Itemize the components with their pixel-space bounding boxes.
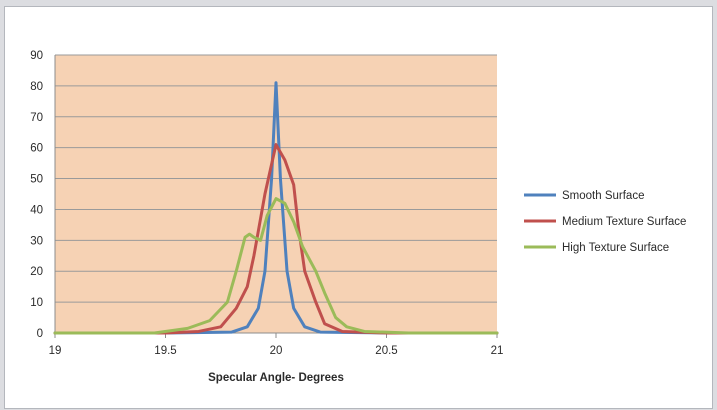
chart-panel: 0 10 20 30 40 50 60 70 80 90 19 19.5 20 20.5 21 Specula… xyxy=(4,6,713,409)
legend-label: Medium Texture Surface xyxy=(562,216,686,228)
y-tick-label: 80 xyxy=(30,81,43,93)
y-tick-label: 0 xyxy=(37,328,43,340)
series-line-smooth-surface xyxy=(53,81,499,335)
y-tick-label: 90 xyxy=(30,50,43,62)
x-tick-label: 21 xyxy=(491,345,504,357)
legend-label: Smooth Surface xyxy=(562,190,644,202)
x-axis-title: Specular Angle- Degrees xyxy=(208,372,344,384)
y-tick-label: 40 xyxy=(30,204,43,216)
x-tick-label: 19.5 xyxy=(154,345,176,357)
y-tick-label: 50 xyxy=(30,174,43,186)
line-chart: 0 10 20 30 40 50 60 70 80 90 19 19.5 20 20.5 21 Specula… xyxy=(30,50,686,384)
y-tick-label: 20 xyxy=(30,266,43,278)
series-line-medium-texture-surface xyxy=(53,143,499,335)
x-tick-label: 20 xyxy=(270,345,283,357)
y-tick-label: 60 xyxy=(30,143,43,155)
y-tick-label: 70 xyxy=(30,112,43,124)
series-line-high-texture-surface xyxy=(53,197,499,335)
legend-label: High Texture Surface xyxy=(562,242,669,254)
x-tick-label: 19 xyxy=(49,345,62,357)
y-tick-label: 30 xyxy=(30,235,43,247)
x-tick-label: 20.5 xyxy=(375,345,397,357)
y-tick-label: 10 xyxy=(30,297,43,309)
